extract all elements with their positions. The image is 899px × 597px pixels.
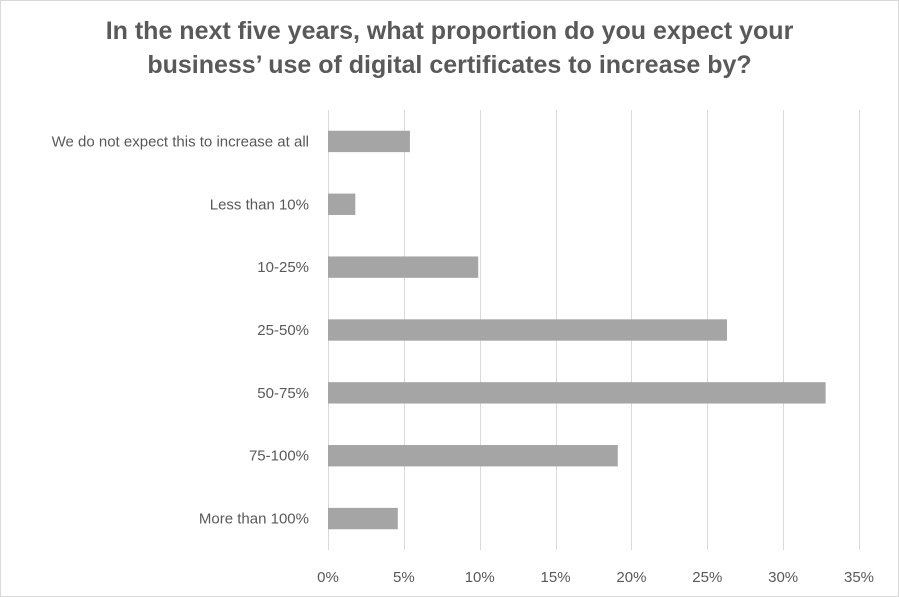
chart-title-line-2: business’ use of digital certificates to… xyxy=(147,51,752,79)
x-tick-label: 35% xyxy=(844,569,874,586)
bar xyxy=(328,507,398,530)
category-label: Less than 10% xyxy=(210,196,309,213)
bar xyxy=(328,382,826,404)
bar xyxy=(328,193,356,215)
category-label: 10-25% xyxy=(257,259,309,276)
x-tick-label: 10% xyxy=(465,569,495,586)
category-label: 25-50% xyxy=(257,322,309,339)
category-label: 75-100% xyxy=(249,448,309,465)
bar xyxy=(328,130,410,153)
bar xyxy=(328,445,618,467)
category-label: 50-75% xyxy=(257,385,309,402)
x-tick-label: 25% xyxy=(692,569,722,586)
x-tick-label: 0% xyxy=(317,569,339,586)
category-label: More than 100% xyxy=(199,511,309,528)
category-label: We do not expect this to increase at all xyxy=(52,133,309,150)
x-tick-label: 20% xyxy=(616,569,646,586)
chart-title-line-1: In the next five years, what proportion … xyxy=(105,17,794,45)
chart-title: In the next five years, what proportion … xyxy=(0,14,899,82)
x-tick-label: 30% xyxy=(768,569,798,586)
bar xyxy=(328,319,728,341)
x-tick-label: 15% xyxy=(541,569,571,586)
x-tick-label: 5% xyxy=(393,569,415,586)
bar xyxy=(328,256,479,278)
